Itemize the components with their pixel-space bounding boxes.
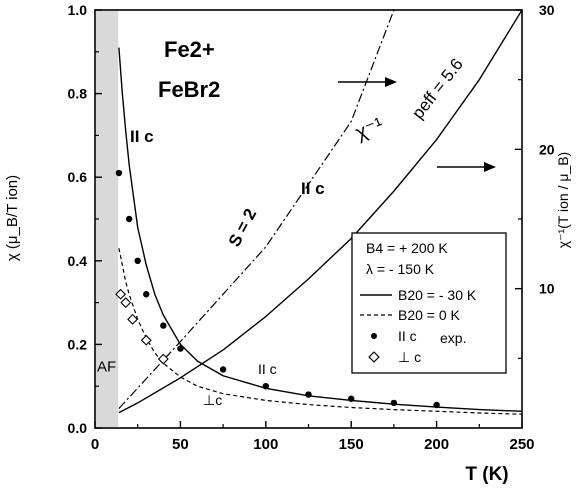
af-label: AF — [97, 359, 116, 376]
marker-par-c-exp — [348, 395, 355, 402]
series-group — [118, 9, 523, 415]
series-dashed-curve — [118, 248, 523, 415]
x-axis-label: T (K) — [465, 464, 508, 485]
y-right-tick-label: 10 — [539, 281, 555, 297]
marker-par-c-exp — [143, 291, 150, 298]
annotation-ion: Fe2+ — [164, 37, 215, 62]
y-right-tick-label: 20 — [539, 141, 555, 157]
annotation-par-c-curve: II c — [258, 361, 277, 377]
legend-label-solid: B20 = - 30 K — [398, 287, 477, 303]
legend-label-diamond: ⊥ c — [398, 349, 421, 365]
y-left-tick-label: 0.8 — [68, 86, 88, 102]
x-tick-label: 50 — [172, 436, 189, 453]
marker-par-c-exp — [433, 401, 440, 409]
annotation-par-c-top: II c — [130, 127, 154, 146]
axis-ticks: 0 50 100 150 200 250 0.0 0.2 0.4 0.6 0.8 1.0 10 20 30 — [68, 2, 555, 453]
y-left-tick-label: 0.2 — [68, 336, 88, 352]
marker-perp-c-exp — [140, 334, 152, 346]
arrow-right-lower — [437, 162, 496, 172]
marker-perp-c-exp — [115, 288, 127, 300]
annotation-par-c-inverse: II c — [301, 179, 325, 198]
marker-par-c-exp — [262, 383, 269, 390]
marker-par-c-exp — [305, 391, 312, 398]
x-tick-label: 200 — [424, 436, 449, 453]
markers-group — [115, 169, 440, 409]
marker-par-c-exp — [125, 215, 133, 223]
legend-label-dashed: B20 = 0 K — [398, 307, 461, 323]
annotation-perp-c-curve: ⊥c — [203, 392, 222, 408]
y-right-tick-label: 30 — [539, 2, 555, 18]
y-axis-label-right: χ⁻¹(T ion / μ_B) — [555, 152, 571, 248]
marker-par-c-exp — [115, 169, 123, 177]
legend-param-lambda: λ = - 150 K — [366, 261, 435, 277]
y-left-tick-label: 0.0 — [68, 420, 88, 436]
arrow-right-upper — [338, 77, 397, 87]
annotation-chi-inverse: χ⁻¹ — [353, 114, 387, 145]
x-tick-label: 0 — [91, 436, 99, 453]
series-solid-curve — [118, 47, 523, 412]
af-region — [96, 11, 119, 427]
x-tick-label: 250 — [509, 436, 534, 453]
legend-param-b4: B4 = + 200 K — [366, 240, 448, 256]
y-axis-label-left: χ (μ_B/T ion) — [4, 175, 21, 261]
marker-perp-c-exp — [127, 313, 139, 325]
x-tick-label: 100 — [253, 436, 278, 453]
marker-par-c-exp — [219, 366, 227, 373]
marker-par-c-exp — [134, 257, 141, 264]
marker-perp-c-exp — [157, 353, 169, 365]
annotation-compound: FeBr2 — [158, 77, 220, 102]
legend-label-dot-suffix: exp. — [440, 330, 466, 346]
legend: B4 = + 200 K λ = - 150 K B20 = - 30 K B2… — [351, 232, 507, 374]
marker-par-c-exp — [390, 399, 398, 407]
y-left-tick-label: 1.0 — [68, 2, 88, 18]
annotation-s-equals: S = 2 — [225, 205, 261, 249]
y-left-tick-label: 0.4 — [68, 253, 88, 269]
legend-diamond-marker — [368, 351, 380, 363]
legend-label-dot: II c — [398, 328, 417, 344]
marker-perp-c-exp — [120, 297, 132, 309]
y-left-tick-label: 0.6 — [68, 169, 88, 185]
marker-par-c-exp — [177, 345, 184, 352]
x-tick-label: 150 — [339, 436, 364, 453]
series-dashdot-line — [118, 9, 395, 409]
annotation-peff: peff = 5.6 — [408, 55, 467, 123]
marker-par-c-exp — [160, 322, 167, 329]
legend-dot-marker — [371, 333, 377, 339]
series-inverse-solid-curve — [118, 9, 523, 414]
